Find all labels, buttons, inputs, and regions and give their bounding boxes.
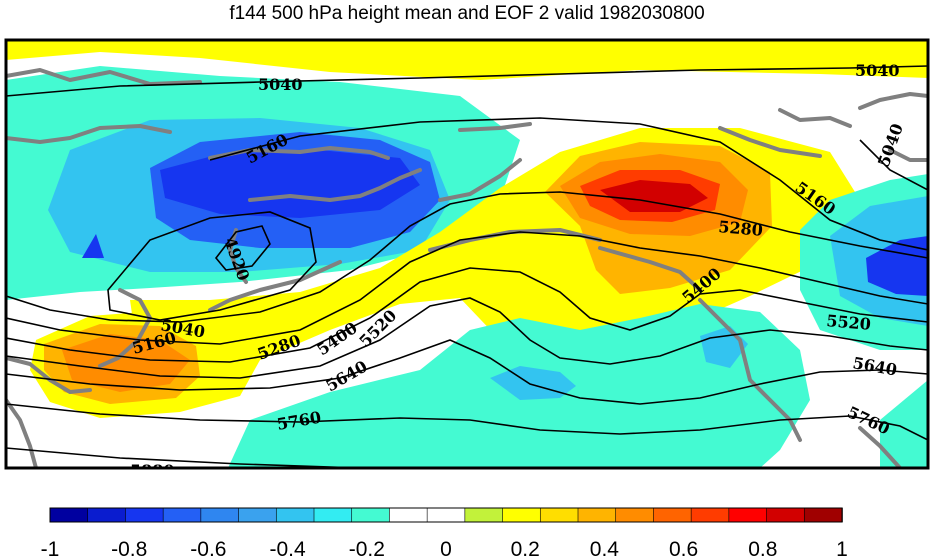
colorbar-border [49,507,843,523]
colorbar-box [464,507,504,523]
colorbar-box [200,507,240,523]
colorbar-box [690,507,730,523]
map-title: f144 500 hPa height mean and EOF 2 valid… [229,3,705,24]
colorbar-box [49,507,89,523]
shading-cyan-southeast-corner [880,380,928,468]
contour-5640 [6,339,928,405]
colorbar-tick-label: 0.8 [748,538,777,558]
colorbar-box [766,507,806,523]
coastlines [6,68,928,468]
colorbar-box [803,507,843,523]
contour-label: 5520 [826,311,872,334]
map-frame [4,38,930,470]
colorbar-box [238,507,278,523]
contour-4920-low [214,225,271,271]
colorbar-tick-label: 0.2 [511,538,540,558]
colorbar-tick-label: 1 [836,538,848,558]
colorbar-box [389,507,428,523]
colorbar-tick-label: 0.6 [669,538,698,558]
contour-5760 [6,403,928,441]
colorbar-box [162,507,202,523]
contour-5400 [6,267,928,363]
contour-5160-north [209,117,928,251]
contour-5040-low [107,211,317,321]
colorbar-box [351,507,391,523]
contour-label: 5280 [718,217,764,240]
contour-east-5040 [859,139,928,191]
contour-5040-north [6,65,928,97]
height-contours [6,65,928,468]
colorbar-box [653,507,692,523]
map-panel: 5040 5040 5160 5040 4920 5040 5160 5280 … [4,38,930,480]
shading-darkorange-southwest [62,334,190,392]
colorbar-tick-label: -0.8 [111,538,147,558]
colorbar-box [275,507,315,523]
contour-5160-west [6,191,928,323]
shading-deep-blue-northwest [160,150,420,218]
contour-label: 5880 [130,461,175,480]
contour-label: 5040 [855,61,900,80]
colorbar-box [426,507,466,523]
colorbar-box [728,507,768,523]
colorbar-tick-label: 0.4 [590,538,620,558]
colorbar-tick-label: -1 [41,538,60,558]
colorbar-box [577,507,617,523]
colorbar-box [502,507,542,523]
contour-5520 [6,297,928,379]
contour-5880 [6,447,361,468]
colorbar-box [615,507,655,523]
colorbar-tick-label: 0 [440,538,452,558]
shading-deep-blue-east [866,236,928,296]
shading-darkred-east [600,180,708,212]
colorbar-tick-label: -0.6 [190,538,226,558]
contour-label: 5040 [258,75,303,94]
colorbar-box [125,507,164,523]
colorbar-box [539,507,579,523]
colorbar-box [87,507,127,523]
colorbar-tick-label: -0.2 [349,538,385,558]
colorbar-tick-label: -0.4 [270,538,307,558]
contour-5280 [6,231,928,345]
shading-blue-spot-west [82,234,104,258]
colorbar-boxes [49,507,843,523]
colorbar-tick-labels: -1 -0.8 -0.6 -0.4 -0.2 0 0.2 0.4 0.6 0.8 1 [41,538,848,558]
colorbar-box [313,507,353,523]
